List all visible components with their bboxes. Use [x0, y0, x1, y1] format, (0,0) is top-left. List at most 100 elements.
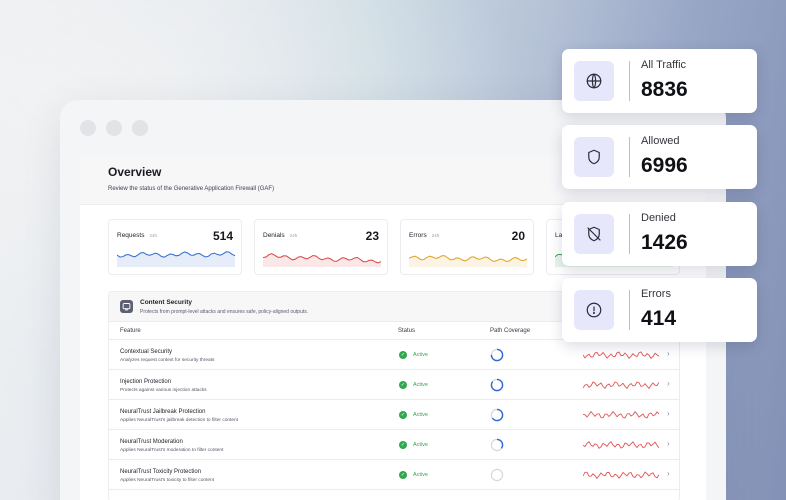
requests-sparkline [117, 251, 235, 267]
alert-circle-icon [586, 302, 602, 318]
stat-icon-box [574, 137, 614, 177]
column-header-status[interactable]: Status [398, 328, 416, 334]
stat-label: Denied [641, 212, 676, 224]
table-row[interactable]: Injection Protection Protects against va… [109, 370, 679, 400]
sparkline-area [263, 253, 381, 267]
metric-label-wrap: Lat [555, 232, 564, 239]
metric-label: Denials [263, 232, 285, 239]
metric-value: 514 [212, 229, 233, 243]
chevron-right-icon[interactable]: › [667, 349, 670, 358]
status-badge: ✓ Active [399, 441, 428, 449]
status-badge: ✓ Active [399, 381, 428, 389]
status-badge: ✓ Active [399, 411, 428, 419]
stat-label: Allowed [641, 135, 680, 147]
errors-sparkline [409, 255, 527, 267]
table-header: Feature Status Path Coverage [109, 322, 679, 340]
sparkline-line [263, 253, 381, 264]
stat-card-allowed[interactable]: Allowed 6996 [562, 125, 757, 189]
table-row[interactable]: NeuralTrust Toxicity Protection Applies … [109, 460, 679, 490]
table-row[interactable]: NeuralTrust Moderation Applies NeuralTru… [109, 430, 679, 460]
trend-line [583, 441, 659, 449]
row-trend-sparkline [583, 471, 659, 480]
metric-label: Requests [117, 232, 145, 239]
metric-card-errors[interactable]: Errors 24h 20 [400, 219, 534, 275]
check-circle-icon: ✓ [399, 471, 407, 479]
check-circle-icon: ✓ [399, 441, 407, 449]
coverage-ring [490, 438, 504, 452]
coverage-ring [490, 378, 504, 392]
row-trend-sparkline [583, 410, 659, 419]
metric-value: 23 [365, 229, 379, 243]
check-circle-icon: ✓ [399, 351, 407, 359]
feature-name: NeuralTrust Jailbreak Protection [120, 409, 206, 415]
stat-label: All Traffic [641, 59, 687, 71]
trend-line [583, 410, 659, 419]
metric-period: 24h [149, 233, 157, 238]
feature-name: Contextual Security [120, 349, 173, 355]
metric-label: Errors [409, 232, 427, 239]
section-description: Protects from prompt-level attacks and e… [140, 309, 309, 315]
content-security-icon [120, 300, 133, 313]
stat-divider [629, 290, 630, 330]
window-dot-close[interactable] [80, 120, 96, 136]
row-trend-sparkline [583, 381, 659, 390]
sparkline-area [409, 255, 527, 267]
chevron-right-icon[interactable]: › [667, 379, 670, 388]
feature-description: Applies NeuralTrust's toxicity to filter… [120, 478, 215, 483]
sparkline-area [117, 251, 235, 267]
feature-name: Injection Protection [120, 379, 172, 385]
shield-off-icon [587, 226, 601, 242]
row-trend-sparkline [583, 351, 659, 360]
feature-description: Applies NeuralTrust's jailbreak detectio… [120, 418, 239, 423]
metric-label-wrap: Errors 24h [409, 232, 439, 239]
stat-icon-box [574, 214, 614, 254]
window-dot-minimize[interactable] [106, 120, 122, 136]
status-text: Active [413, 352, 428, 358]
stat-value: 8836 [641, 78, 688, 101]
table-row[interactable]: Contextual Security Analyzes request con… [109, 340, 679, 370]
coverage-ring [490, 408, 504, 422]
page-title: Overview [108, 165, 162, 179]
stat-value: 1426 [641, 231, 688, 254]
stat-label: Errors [641, 288, 671, 300]
trend-line [583, 381, 659, 390]
metric-period: 24h [289, 233, 298, 238]
window-dot-maximize[interactable] [132, 120, 148, 136]
shield-icon [588, 149, 600, 165]
denials-sparkline [263, 253, 381, 267]
chevron-right-icon[interactable]: › [667, 469, 670, 478]
metric-value: 20 [511, 229, 525, 243]
stat-icon-box [574, 61, 614, 101]
page-subtitle: Review the status of the Generative Appl… [108, 186, 275, 192]
metric-card-requests[interactable]: Requests 24h 514 [108, 219, 242, 275]
stat-card-all-traffic[interactable]: All Traffic 8836 [562, 49, 757, 113]
metric-label-wrap: Denials 24h [263, 232, 297, 239]
feature-name: NeuralTrust Moderation [120, 439, 183, 445]
stat-icon-box [574, 290, 614, 330]
stat-value: 6996 [641, 154, 688, 177]
trend-line [583, 351, 659, 360]
check-circle-icon: ✓ [399, 411, 407, 419]
chevron-right-icon[interactable]: › [667, 409, 670, 418]
stat-card-errors[interactable]: Errors 414 [562, 278, 757, 342]
coverage-ring [490, 348, 504, 362]
metric-label: Lat [555, 232, 565, 239]
globe-icon [586, 73, 602, 89]
stat-divider [629, 214, 630, 254]
feature-description: Analyzes request context for security th… [120, 358, 215, 363]
table-row[interactable]: NeuralTrust Jailbreak Protection Applies… [109, 400, 679, 430]
stat-card-denied[interactable]: Denied 1426 [562, 202, 757, 266]
metric-card-denials[interactable]: Denials 24h 23 [254, 219, 388, 275]
chevron-right-icon[interactable]: › [667, 439, 670, 448]
check-circle-icon: ✓ [399, 381, 407, 389]
status-badge: ✓ Active [399, 351, 428, 359]
metric-period: 24h [431, 233, 440, 238]
trend-line [583, 471, 659, 480]
column-header-feature[interactable]: Feature [120, 328, 141, 334]
status-badge: ✓ Active [399, 471, 428, 479]
column-header-coverage[interactable]: Path Coverage [490, 328, 531, 334]
feature-description: Protects against various injection attac… [120, 388, 207, 393]
section-title: Content Security [140, 299, 193, 306]
feature-description: Applies NeuralTrust's moderation to filt… [120, 448, 224, 453]
metric-label-wrap: Requests 24h [117, 232, 157, 239]
